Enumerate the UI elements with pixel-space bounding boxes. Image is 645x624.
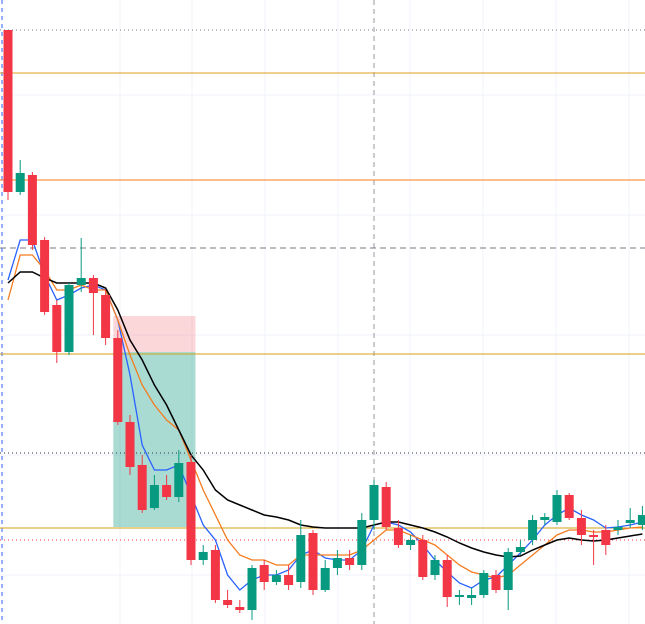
candle-body [625, 520, 635, 523]
candle-body [259, 565, 269, 582]
candle-body [223, 600, 233, 605]
candle-body [576, 518, 586, 535]
candle-body [454, 595, 464, 597]
candle-body [430, 560, 440, 575]
candle-body [27, 175, 37, 245]
candle-body [552, 495, 562, 522]
candle-body [406, 540, 416, 545]
candle-body [186, 462, 196, 560]
candle-body [210, 550, 220, 600]
candle-body [15, 173, 25, 192]
candle-body [64, 285, 74, 352]
moving-average-line [7, 239, 643, 591]
candle-body [76, 278, 86, 285]
candle-body [125, 422, 135, 467]
candle-body [528, 520, 538, 540]
candle-body [540, 517, 550, 520]
candle-body [284, 575, 294, 585]
candle-body [296, 535, 306, 582]
candle-body [308, 533, 318, 590]
stop-zone [113, 316, 196, 352]
candle-body [137, 465, 147, 510]
candle-body [442, 560, 452, 597]
candle-body [235, 607, 245, 610]
candle-body [3, 30, 13, 192]
candle-body [320, 568, 330, 590]
candle-body [491, 575, 501, 590]
candle-body [357, 520, 367, 565]
candle-body [613, 527, 623, 530]
candle-body [345, 558, 355, 565]
candle-body [564, 495, 574, 518]
candle-body [381, 487, 391, 527]
moving-average-line [7, 271, 643, 558]
candle-body [198, 552, 208, 560]
candle-body [418, 540, 428, 577]
candle-body [332, 558, 342, 568]
candle-body [88, 278, 98, 293]
candle-body [503, 552, 513, 590]
candle-body [601, 530, 611, 545]
moving-average-line [7, 254, 643, 579]
candle-body [393, 528, 403, 545]
candle-body [162, 485, 172, 497]
candle-body [113, 338, 123, 422]
candle-body [174, 463, 184, 497]
candle-body [40, 240, 50, 312]
candle-body [589, 535, 599, 537]
candle-body [247, 568, 257, 610]
candle-body [271, 575, 281, 582]
candle-body [369, 485, 379, 520]
candle-body [515, 547, 525, 552]
candle-body [101, 295, 111, 338]
candle-body [149, 485, 159, 508]
candle-body [637, 515, 645, 525]
candle-body [467, 595, 477, 598]
candle-body [479, 573, 489, 595]
candle-body [52, 305, 62, 352]
